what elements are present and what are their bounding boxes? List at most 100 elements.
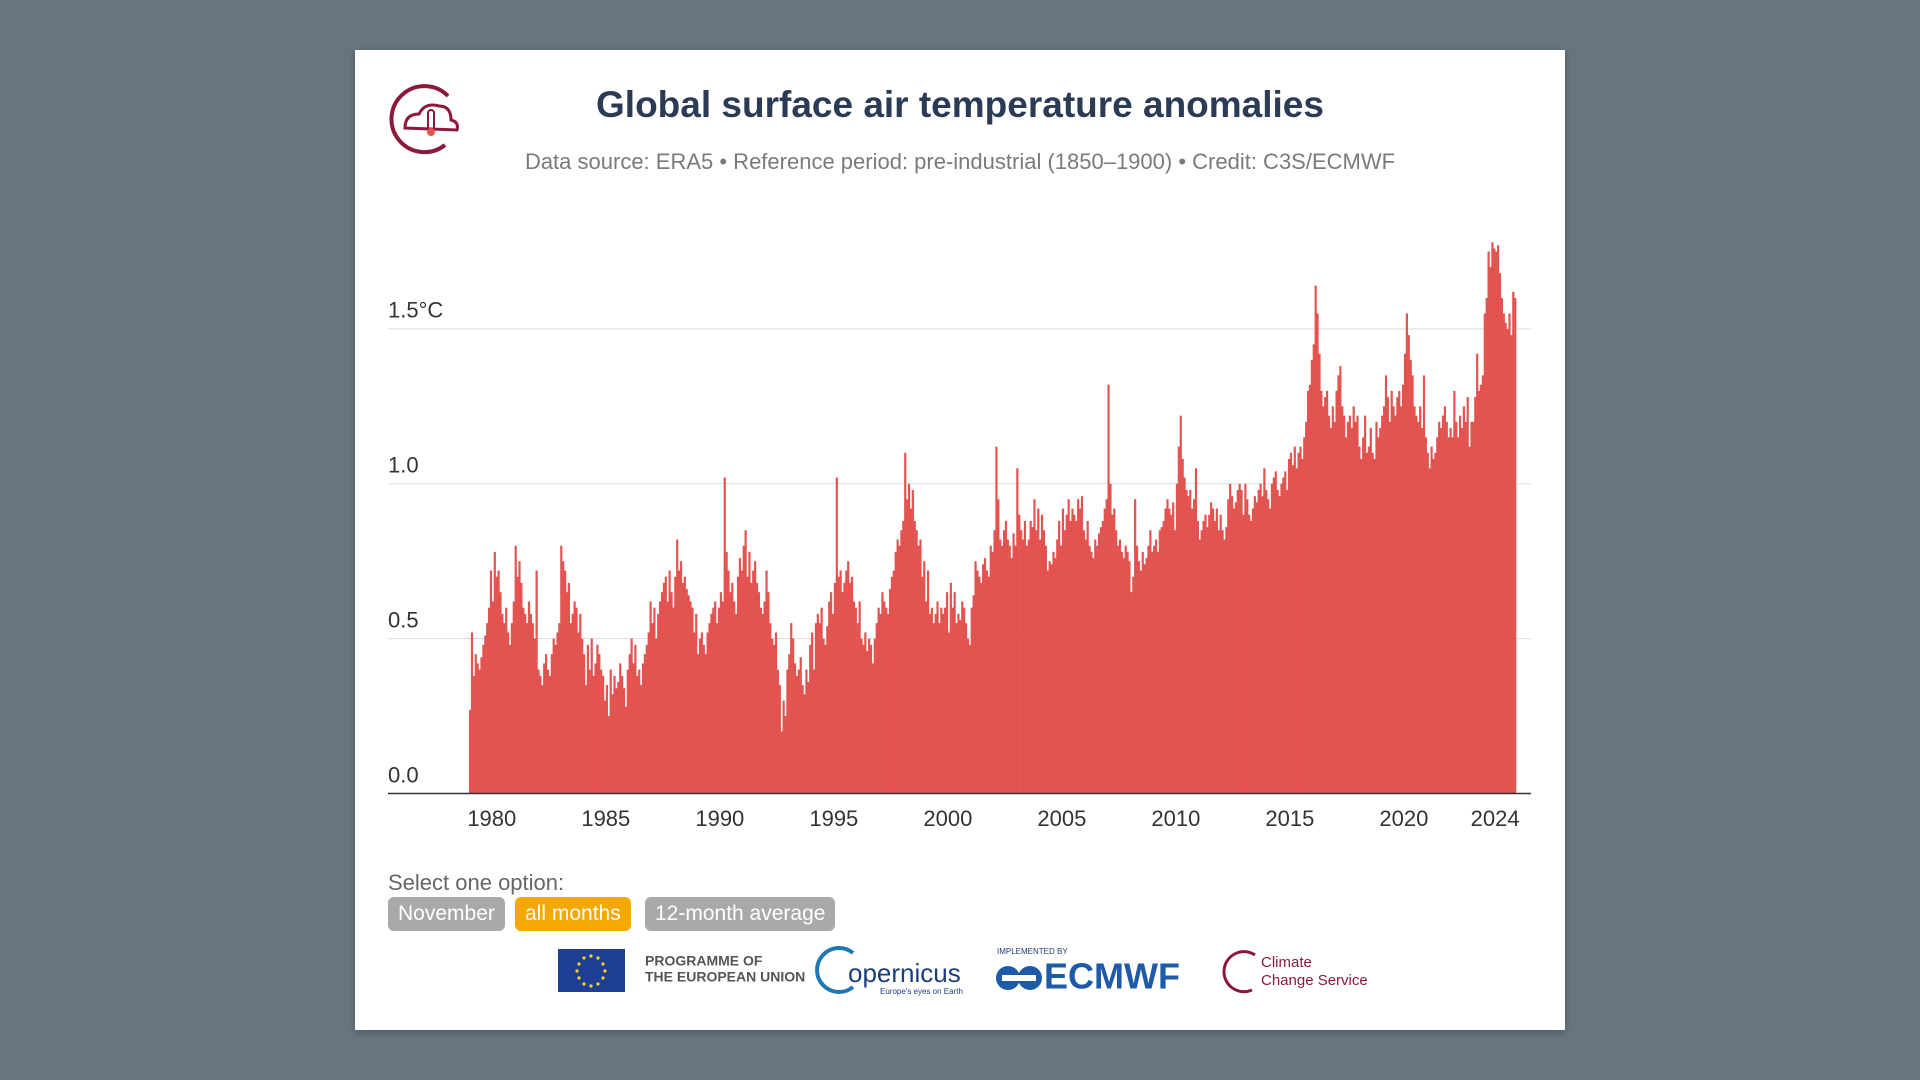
bar [596,644,599,794]
bar [670,592,673,794]
option-button[interactable]: November [388,897,505,931]
bar [883,601,886,794]
bar [1014,545,1017,794]
bar [1151,551,1154,794]
bar [565,592,569,794]
bar [1430,446,1433,794]
bar [1400,406,1403,794]
bar [841,592,844,794]
bar [687,595,690,794]
bar [757,592,761,794]
bar [1029,520,1032,794]
x-tick-label: 2005 [1037,806,1086,831]
bar [1154,539,1158,794]
bar [999,539,1002,794]
bar [982,564,985,794]
bar [1033,499,1036,794]
bar [849,582,852,794]
bar [1481,375,1484,794]
ecmwf-text: ECMWF [1044,956,1180,997]
bar [955,623,958,794]
bar [1020,530,1023,794]
bar [503,623,506,794]
bar [651,623,654,794]
bar [871,663,875,794]
bar [522,607,525,794]
bar [706,632,709,794]
bar [731,582,734,794]
bar [1398,390,1401,794]
bar [668,570,671,794]
bar [664,576,667,794]
bar [1270,483,1274,794]
bar [1120,551,1123,794]
eu-stars [575,954,607,988]
bar [1099,527,1103,794]
bar [1337,375,1340,794]
bar [556,632,559,794]
bar [622,688,626,794]
bar [1436,437,1439,794]
bar [1301,459,1304,794]
bar [1504,322,1507,794]
bar [1251,508,1255,794]
bar [1333,421,1336,794]
bar [1255,502,1258,794]
bar [1143,564,1146,794]
bar [991,551,994,794]
copernicus-c [815,946,855,994]
bar [1362,437,1365,794]
option-button[interactable]: all months [515,897,631,931]
bar [961,601,964,794]
bar [495,576,498,794]
bar [600,669,603,794]
bar [830,592,833,794]
bar [740,570,743,794]
bar [913,520,916,794]
bar [581,638,584,794]
bar [1441,415,1445,794]
bar [1126,551,1129,794]
bar [514,545,517,794]
bar [866,651,869,794]
y-tick-label: 0.5 [388,607,419,632]
bar [835,477,838,794]
bar [1508,313,1511,794]
bar [953,592,956,794]
ecmwf-icon [996,966,1042,990]
eu-text: PROGRAMME OF [645,953,763,969]
bar [1217,530,1220,794]
bar [1341,406,1344,794]
bar [1464,421,1467,794]
bar [712,607,715,794]
bar [1379,428,1382,794]
bar [1010,558,1013,794]
bar [545,654,548,794]
bar [716,623,719,794]
bar [1132,576,1135,794]
option-button[interactable]: 12-month average [645,897,836,931]
bar [843,582,846,794]
bar [873,638,876,794]
bar [1346,421,1350,794]
bar [957,613,960,794]
bar [1329,428,1332,794]
bar [476,663,479,794]
bar [1253,496,1256,794]
bar [900,530,903,794]
bar [1075,520,1078,794]
bar [698,638,702,794]
x-tick-label: 2010 [1151,806,1200,831]
bar [1185,489,1188,794]
bar [942,613,945,794]
bar [1358,446,1361,794]
bar [691,607,694,794]
x-tick-label: 1980 [467,806,516,831]
bar [505,607,508,794]
bar [1170,514,1173,794]
bar [854,607,857,794]
bar [915,530,918,794]
bar [469,709,472,794]
bar [1173,530,1177,794]
bar [1420,428,1424,794]
